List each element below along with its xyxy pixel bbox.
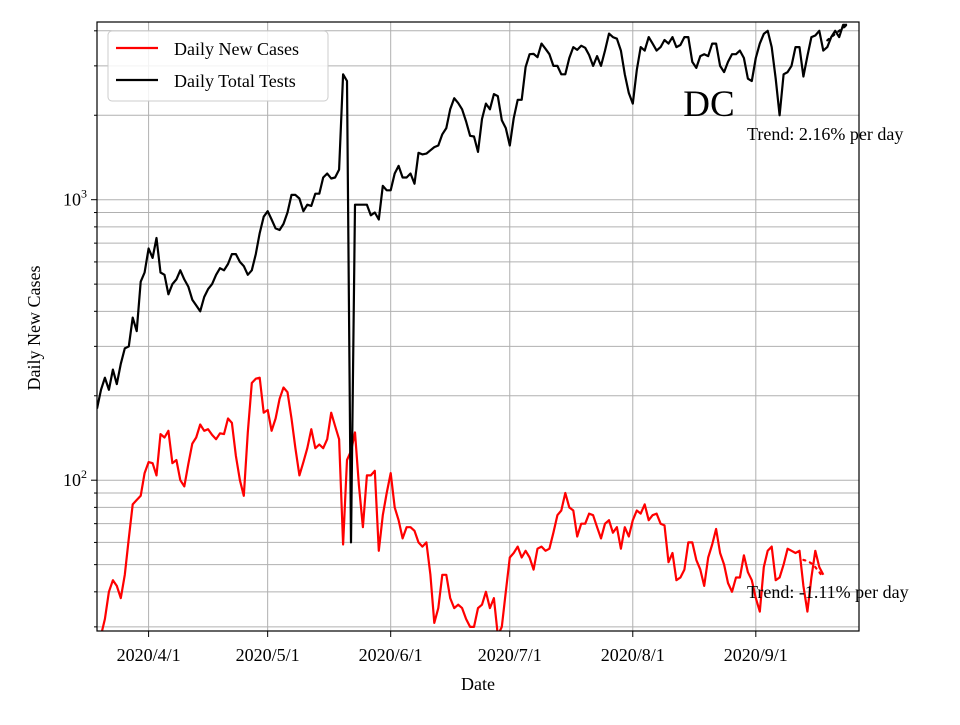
grid: [97, 22, 859, 631]
x-axis-label: Date: [461, 674, 495, 694]
trend-label-cases: Trend: -1.11% per day: [747, 582, 909, 602]
series-lines: [97, 23, 848, 631]
legend-box: [107, 30, 329, 102]
y-tick-label: 103: [63, 187, 87, 210]
trend-label-tests: Trend: 2.16% per day: [747, 124, 903, 144]
axis-ticks: 102 103 2020/4/1 2020/5/1 2020/6/1 2020/7/1 20…: [63, 30, 788, 665]
plot-frame: [96, 21, 860, 632]
trend-line-tests: [826, 23, 849, 42]
series-line-daily-new-cases: [100, 376, 825, 631]
legend-label-tests: Daily Total Tests: [174, 71, 296, 91]
x-tick-label: 2020/4/1: [117, 645, 181, 665]
chart-title: DC: [683, 84, 734, 125]
trend-line-cases: [802, 558, 825, 579]
legend: Daily New Cases Daily Total Tests: [107, 30, 329, 102]
x-tick-label: 2020/9/1: [724, 645, 788, 665]
x-tick-label: 2020/6/1: [359, 645, 423, 665]
legend-label-cases: Daily New Cases: [174, 39, 299, 59]
series-line-daily-total-tests: [97, 23, 848, 544]
x-tick-label: 2020/5/1: [236, 645, 300, 665]
y-tick-label: 102: [63, 467, 87, 490]
x-tick-label: 2020/7/1: [478, 645, 542, 665]
y-axis-label: Daily New Cases: [24, 266, 44, 391]
trend-lines: [802, 23, 849, 579]
x-tick-label: 2020/8/1: [601, 645, 665, 665]
